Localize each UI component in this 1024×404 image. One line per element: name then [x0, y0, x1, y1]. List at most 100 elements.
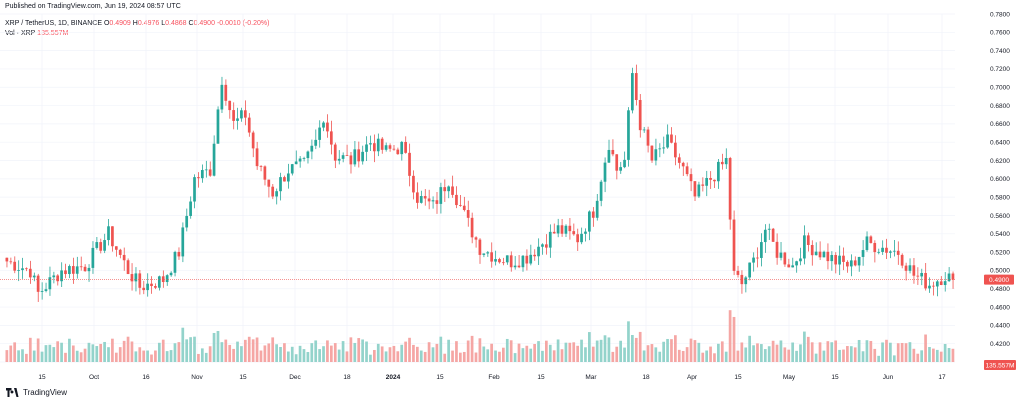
- published-caption: Published on TradingView.com, Jun 19, 20…: [5, 3, 181, 10]
- candle-body: [419, 196, 423, 203]
- price-chart[interactable]: 0.7800 0.7600 0.7400 0.7200 0.7000 0.6800 0.66…: [0, 0, 1024, 388]
- candle-body: [271, 186, 275, 197]
- candle-body: [118, 249, 122, 255]
- candle-body: [685, 166, 689, 175]
- candle-body: [674, 142, 677, 158]
- candle-body: [329, 131, 333, 145]
- volume-bar: [662, 341, 665, 362]
- volume-bar: [634, 337, 638, 362]
- candle-body: [650, 145, 654, 161]
- price-badges: 0.4900 135.557M: [984, 274, 1016, 370]
- candle-body: [900, 254, 904, 266]
- y-tick-label: 0.4800: [990, 286, 1010, 293]
- volume-bar: [924, 334, 927, 362]
- tradingview-logo-icon: [6, 388, 19, 397]
- volume-bar: [357, 338, 361, 362]
- chart-grid: [0, 13, 955, 363]
- volume-bar: [529, 348, 533, 362]
- candle-body: [846, 261, 849, 267]
- volume-bar: [631, 335, 634, 362]
- candle-body: [95, 242, 99, 248]
- volume-bar: [228, 344, 232, 362]
- candle-body: [564, 225, 568, 234]
- candle-body: [447, 186, 450, 192]
- candle-body: [408, 152, 411, 176]
- candle-body: [638, 100, 642, 131]
- volume-bar: [165, 351, 169, 362]
- candle-body: [400, 141, 404, 155]
- volume-bar: [412, 344, 415, 362]
- x-tick-label: Mar: [585, 374, 597, 381]
- volume-bar: [849, 346, 853, 362]
- symbol-label[interactable]: XRP / TetherUS, 1D, BINANCE: [5, 20, 102, 27]
- candle-body: [169, 272, 173, 276]
- candle-body: [40, 290, 44, 292]
- candle-body: [760, 242, 763, 258]
- volume-bar: [157, 342, 161, 362]
- x-tick-label: 15: [537, 374, 545, 381]
- candle-body: [267, 179, 271, 187]
- candle-body: [302, 158, 306, 159]
- volume-bar: [548, 344, 552, 362]
- candle-body: [803, 235, 806, 259]
- volume-bar: [21, 349, 24, 362]
- volume-bar: [666, 338, 669, 362]
- candle-body: [478, 239, 482, 255]
- volume-bar: [439, 336, 443, 362]
- candle-body: [861, 250, 865, 257]
- volume-bar: [435, 343, 439, 362]
- volume-bar: [560, 349, 564, 362]
- candle-body: [752, 257, 755, 263]
- volume-bar: [419, 350, 423, 362]
- volume-bar: [779, 340, 783, 362]
- volume-bar: [146, 350, 149, 362]
- candle-body: [838, 255, 841, 265]
- volume-bar: [705, 350, 709, 362]
- volume-bar: [400, 344, 404, 362]
- volume-bar: [846, 346, 849, 362]
- volume-bar: [541, 350, 544, 362]
- volume-bar: [521, 348, 525, 362]
- volume-bar: [404, 341, 407, 362]
- candle-body: [920, 272, 924, 277]
- candle-body: [889, 251, 892, 253]
- candle-body: [146, 283, 149, 291]
- close-value: 0.4900: [193, 20, 215, 27]
- candle-body: [580, 233, 583, 243]
- high-value: 0.4976: [137, 20, 160, 27]
- candle-body: [64, 270, 67, 275]
- candle-body: [247, 117, 251, 133]
- volume-bar: [799, 344, 802, 362]
- volume-bar: [200, 348, 204, 362]
- candle-body: [142, 287, 146, 291]
- candle-body: [353, 149, 357, 165]
- volume-bar: [681, 350, 685, 362]
- volume-bar: [9, 345, 13, 362]
- volume-bar: [443, 353, 447, 362]
- volume-bar: [118, 347, 122, 362]
- candle-body: [677, 157, 681, 163]
- volume-bar: [25, 353, 28, 362]
- low-label: L: [161, 20, 166, 27]
- candle-body: [932, 285, 935, 287]
- candle-body: [545, 244, 548, 248]
- y-tick-label: 0.6800: [990, 103, 1010, 110]
- candle-body: [623, 159, 626, 168]
- y-tick-label: 0.5200: [990, 249, 1010, 256]
- candle-body: [259, 166, 263, 167]
- candle-body: [775, 241, 779, 258]
- candle-body: [799, 258, 802, 262]
- candle-body: [486, 252, 490, 254]
- candle-body: [462, 205, 466, 211]
- candle-body: [220, 84, 224, 110]
- brand-label: TradingView: [23, 388, 68, 397]
- candle-body: [818, 251, 822, 258]
- volume-label[interactable]: Vol · XRP: [5, 30, 36, 37]
- candle-body: [697, 184, 701, 197]
- candle-body: [286, 173, 290, 182]
- volume-bar: [509, 340, 513, 362]
- volume-bar: [189, 337, 192, 362]
- volume-bar: [372, 349, 376, 362]
- candle-body: [134, 273, 138, 282]
- candle-body: [935, 281, 939, 287]
